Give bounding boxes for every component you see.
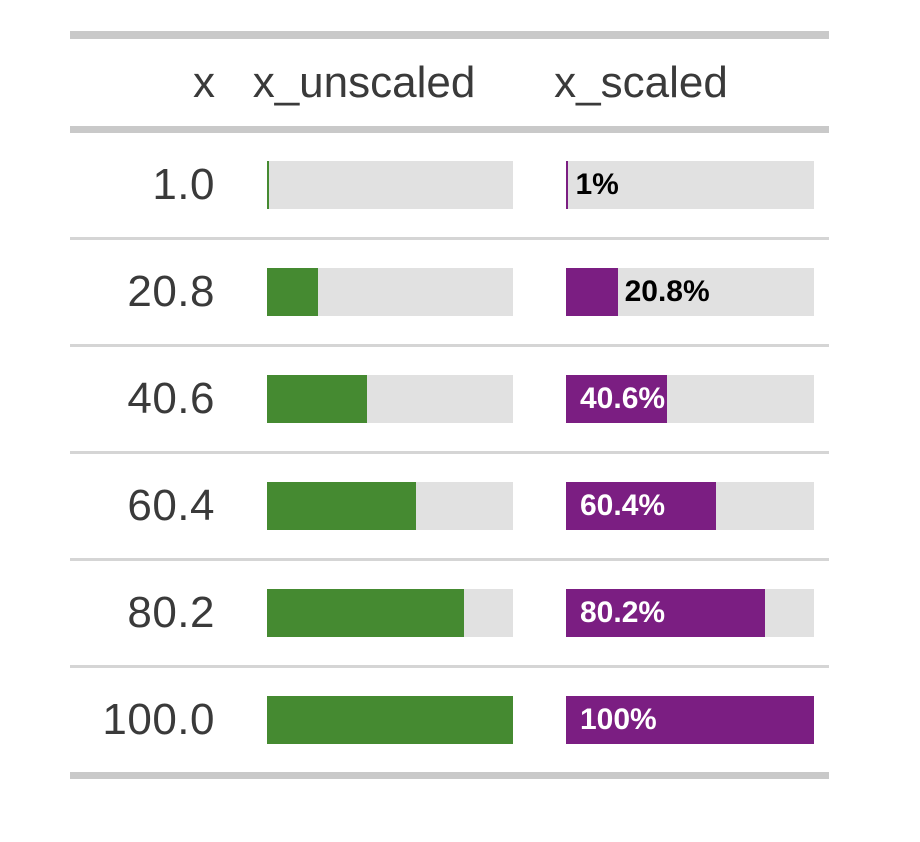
scaled-bar-track: 60.4% xyxy=(566,482,814,530)
unscaled-bar-track xyxy=(267,589,513,637)
table-header-row: x x_unscaled x_scaled xyxy=(70,39,829,126)
x-scaled-cell: 80.2% xyxy=(513,589,814,637)
scaled-bar-label: 20.8% xyxy=(624,275,710,308)
table-row: 1.0 1% xyxy=(70,133,829,237)
unscaled-bar-fill xyxy=(267,375,367,423)
x-value: 80.2 xyxy=(127,588,215,637)
unscaled-bar-track xyxy=(267,482,513,530)
scaled-bar-fill xyxy=(566,696,814,744)
column-header-x: x xyxy=(193,57,215,107)
unscaled-bar-fill xyxy=(267,696,513,744)
x-unscaled-cell xyxy=(215,268,513,316)
unscaled-bar-fill xyxy=(267,268,319,316)
unscaled-bar-track xyxy=(267,696,513,744)
x-value: 20.8 xyxy=(127,267,215,316)
scaled-bar-label: 80.2% xyxy=(580,596,666,629)
x-value: 40.6 xyxy=(127,374,215,423)
x-unscaled-cell xyxy=(215,161,513,209)
column-header-x-unscaled: x_unscaled xyxy=(252,57,476,107)
unscaled-bar-fill xyxy=(267,589,465,637)
scaled-bar-track: 100% xyxy=(566,696,814,744)
scaled-bar-track: 20.8% xyxy=(566,268,814,316)
table-top-border xyxy=(70,31,829,39)
table-row: 100.0 100% xyxy=(70,665,829,772)
x-scaled-cell: 60.4% xyxy=(513,482,814,530)
x-scaled-cell: 20.8% xyxy=(513,268,814,316)
column-header-x-scaled: x_scaled xyxy=(554,57,728,107)
table-row: 20.8 20.8% xyxy=(70,237,829,344)
x-value: 1.0 xyxy=(152,160,215,209)
scaled-bar-track: 40.6% xyxy=(566,375,814,423)
x-scaled-cell: 1% xyxy=(513,161,814,209)
scaled-bar-fill xyxy=(566,482,716,530)
unscaled-bar-track xyxy=(267,375,513,423)
scaled-bar-label: 60.4% xyxy=(580,489,666,522)
x-unscaled-cell xyxy=(215,375,513,423)
scaled-bar-label: 100% xyxy=(580,703,657,736)
scaled-bar-track: 80.2% xyxy=(566,589,814,637)
scaled-bar-fill xyxy=(566,161,569,209)
scaled-bar-fill xyxy=(566,268,618,316)
header-bottom-border xyxy=(70,126,829,133)
x-unscaled-cell xyxy=(215,696,513,744)
scaled-bar-fill xyxy=(566,375,667,423)
x-scaled-cell: 100% xyxy=(513,696,814,744)
x-unscaled-cell xyxy=(215,482,513,530)
scaled-bar-fill xyxy=(566,589,765,637)
unscaled-bar-track xyxy=(267,161,513,209)
x-scaled-cell: 40.6% xyxy=(513,375,814,423)
x-unscaled-cell xyxy=(215,589,513,637)
table-bottom-border xyxy=(70,772,829,779)
scaled-bar-label: 1% xyxy=(575,168,619,201)
x-value: 60.4 xyxy=(127,481,215,530)
table-row: 80.2 80.2% xyxy=(70,558,829,665)
unscaled-bar-fill xyxy=(267,161,270,209)
table-row: 60.4 60.4% xyxy=(70,451,829,558)
table-row: 40.6 40.6% xyxy=(70,344,829,451)
unscaled-bar-fill xyxy=(267,482,416,530)
x-value: 100.0 xyxy=(102,695,215,744)
scaled-bar-track: 1% xyxy=(566,161,814,209)
data-table: x x_unscaled x_scaled 1.0 1% 20.8 xyxy=(70,31,829,779)
scaled-bar-label: 40.6% xyxy=(580,382,666,415)
table-body: 1.0 1% 20.8 20.8% 40.6 xyxy=(70,133,829,772)
unscaled-bar-track xyxy=(267,268,513,316)
